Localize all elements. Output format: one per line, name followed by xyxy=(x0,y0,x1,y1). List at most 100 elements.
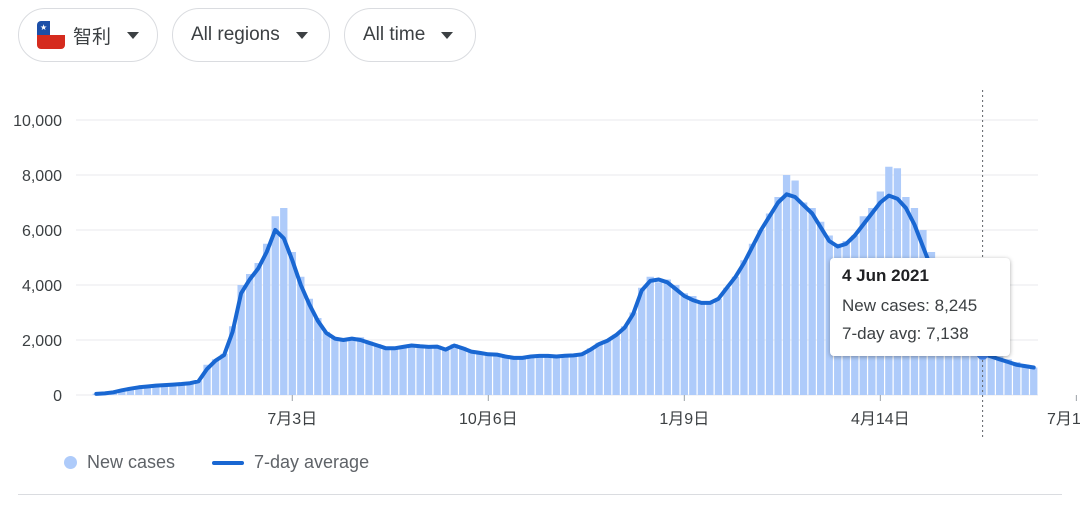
case-bar xyxy=(254,263,262,395)
country-filter-label: 智利 xyxy=(73,26,112,48)
case-bar xyxy=(655,282,663,395)
case-bar xyxy=(280,208,288,395)
case-bar xyxy=(748,243,757,395)
case-bar xyxy=(578,353,586,395)
x-axis-labels: 7月3日 10月6日 1月9日 4月14日 7月18日 xyxy=(267,395,1080,428)
case-bar xyxy=(1013,362,1021,395)
case-bar xyxy=(518,357,527,395)
case-bar xyxy=(961,334,970,395)
time-filter-label: All time xyxy=(363,24,426,45)
case-bar xyxy=(706,301,714,395)
case-bar xyxy=(399,346,407,395)
case-bar xyxy=(246,274,254,395)
case-bar xyxy=(467,351,475,395)
case-bar xyxy=(305,298,313,395)
case-bar xyxy=(987,353,995,395)
time-filter-button[interactable]: All time xyxy=(344,8,476,62)
tooltip-cases-label: New cases: xyxy=(842,296,930,315)
case-bar xyxy=(527,356,535,395)
country-filter-button[interactable]: ★ 智利 xyxy=(18,8,158,62)
legend-average-label: 7-day average xyxy=(254,452,370,472)
case-bar xyxy=(595,342,603,395)
case-bar xyxy=(680,293,688,395)
case-bar xyxy=(160,384,169,395)
case-bar xyxy=(484,353,492,395)
case-bar xyxy=(978,351,987,395)
case-bar xyxy=(211,359,220,395)
tooltip-date: 4 Jun 2021 xyxy=(842,266,929,285)
case-bar xyxy=(569,355,578,395)
case-bar xyxy=(322,331,331,395)
case-bar xyxy=(297,276,305,395)
case-bar xyxy=(799,202,808,395)
tooltip-cases-value: 8,245 xyxy=(934,296,978,315)
case-bar xyxy=(646,276,654,395)
case-bar xyxy=(390,348,399,395)
case-bar xyxy=(314,318,322,395)
case-bar xyxy=(152,385,160,395)
case-bar xyxy=(450,344,458,395)
region-filter-label: All regions xyxy=(191,24,280,45)
case-bar xyxy=(433,345,441,395)
case-bar xyxy=(263,243,271,395)
case-bar xyxy=(416,345,424,395)
tooltip-avg-label: 7-day avg: xyxy=(842,324,922,343)
case-bar xyxy=(620,326,629,395)
y-tick-label: 4,000 xyxy=(22,278,62,295)
seven-day-average-line xyxy=(94,192,1036,396)
case-bar xyxy=(203,364,211,395)
case-bar xyxy=(612,334,620,395)
case-bar xyxy=(194,380,203,395)
case-bar xyxy=(995,356,1004,395)
case-bar xyxy=(544,355,552,395)
case-bar xyxy=(365,341,373,395)
case-bar xyxy=(817,221,825,395)
case-bar xyxy=(169,384,177,395)
case-bar xyxy=(808,208,816,395)
y-tick-label: 8,000 xyxy=(22,168,62,185)
case-bar xyxy=(782,175,791,395)
data-tooltip: 4 Jun 2021 New cases: 8,245 7-day avg: 7… xyxy=(830,258,1010,356)
case-bar xyxy=(697,301,706,395)
legend-new-cases[interactable]: New cases xyxy=(64,452,175,473)
case-bar xyxy=(493,353,501,395)
case-bar xyxy=(774,197,782,395)
x-tick-label: 7月3日 xyxy=(267,411,317,428)
case-bar xyxy=(1030,367,1038,395)
case-bar xyxy=(535,355,544,395)
case-bar xyxy=(442,349,450,395)
x-tick-label: 1月9日 xyxy=(659,411,709,428)
chile-flag-icon: ★ xyxy=(37,21,65,49)
legend-new-cases-label: New cases xyxy=(87,452,176,472)
case-bar xyxy=(126,387,135,395)
case-bar xyxy=(228,326,237,395)
case-bar xyxy=(552,356,561,395)
case-bar xyxy=(714,298,723,395)
case-bar xyxy=(765,213,774,395)
case-bar xyxy=(603,340,612,395)
case-bar xyxy=(953,320,961,395)
case-bar xyxy=(1004,359,1012,395)
case-bar xyxy=(271,216,279,395)
legend-seven-day-average[interactable]: 7-day average xyxy=(212,452,369,473)
case-bar xyxy=(638,287,646,395)
legend-dot-icon xyxy=(64,456,77,469)
case-bar xyxy=(561,355,569,395)
case-bar xyxy=(220,353,228,395)
divider xyxy=(18,494,1062,495)
case-bar xyxy=(825,235,833,395)
tooltip-cases-row: New cases: 8,245 xyxy=(842,296,998,316)
case-bar xyxy=(348,338,356,395)
case-bar xyxy=(791,180,799,395)
y-tick-label: 10,000 xyxy=(13,113,62,130)
case-bar xyxy=(288,252,296,395)
case-bar xyxy=(723,287,731,395)
case-bar xyxy=(672,285,680,395)
region-filter-button[interactable]: All regions xyxy=(172,8,330,62)
case-bar xyxy=(586,348,595,395)
case-bar xyxy=(501,356,510,395)
case-bar xyxy=(407,344,416,395)
case-bar xyxy=(970,345,978,395)
case-bar xyxy=(373,344,382,395)
case-bar xyxy=(186,382,194,395)
